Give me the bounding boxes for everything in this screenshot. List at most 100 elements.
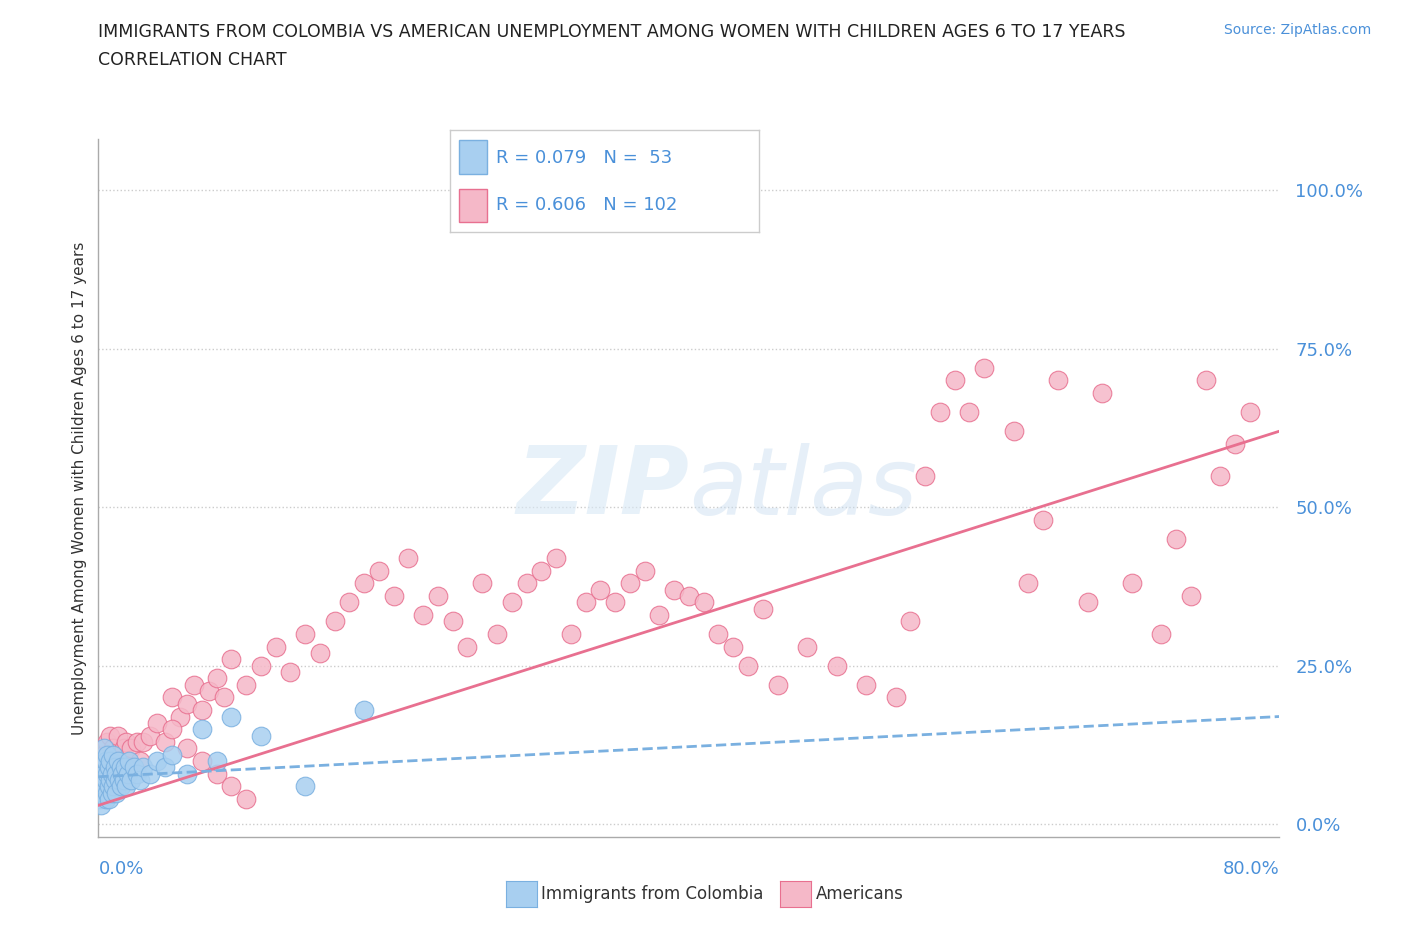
Point [1164, 532, 1187, 547]
Point [574, 595, 596, 610]
Point [191, 753, 214, 768]
Point [1209, 468, 1232, 483]
Point [1077, 595, 1099, 610]
Point [94, 773, 117, 788]
Point [146, 753, 169, 768]
Point [183, 677, 205, 692]
Point [114, 773, 136, 788]
Point [943, 373, 966, 388]
Point [1046, 373, 1069, 388]
Point [471, 576, 494, 591]
Point [412, 607, 434, 622]
Point [98, 773, 121, 788]
Point [103, 741, 125, 756]
Point [900, 614, 922, 629]
Point [122, 760, 145, 775]
Point [323, 614, 346, 629]
Point [198, 684, 221, 698]
Point [250, 728, 273, 743]
Point [111, 766, 134, 781]
Point [132, 760, 155, 775]
Point [605, 595, 627, 610]
Point [707, 627, 730, 642]
Point [751, 602, 773, 617]
Point [93, 778, 115, 793]
Point [235, 677, 257, 692]
Point [1091, 386, 1114, 401]
Point [633, 564, 655, 578]
Point [108, 773, 131, 788]
Point [1239, 405, 1261, 419]
Point [1223, 436, 1246, 451]
Point [723, 639, 745, 654]
Point [90, 773, 112, 788]
Point [294, 627, 316, 642]
Text: 80.0%: 80.0% [1223, 860, 1279, 878]
Point [94, 753, 117, 768]
Text: Source: ZipAtlas.com: Source: ZipAtlas.com [1223, 23, 1371, 37]
Point [111, 766, 134, 781]
Point [619, 576, 641, 591]
Point [560, 627, 582, 642]
Point [128, 773, 150, 788]
Point [117, 753, 139, 768]
Point [353, 576, 375, 591]
Point [104, 773, 127, 788]
Point [114, 760, 136, 775]
Point [132, 735, 155, 750]
Point [90, 798, 112, 813]
Text: IMMIGRANTS FROM COLOMBIA VS AMERICAN UNEMPLOYMENT AMONG WOMEN WITH CHILDREN AGES: IMMIGRANTS FROM COLOMBIA VS AMERICAN UNE… [98, 23, 1126, 41]
Point [115, 778, 138, 793]
Point [427, 589, 450, 604]
Point [97, 760, 120, 775]
Point [89, 791, 111, 806]
Point [110, 747, 132, 762]
Point [91, 760, 114, 775]
Point [294, 778, 316, 793]
Text: atlas: atlas [689, 443, 917, 534]
Point [125, 766, 148, 781]
Point [122, 760, 145, 775]
Point [766, 677, 789, 692]
Point [108, 760, 131, 775]
Point [212, 690, 235, 705]
Point [250, 658, 273, 673]
Point [693, 595, 716, 610]
Point [100, 766, 122, 781]
Point [94, 773, 117, 788]
Point [589, 582, 612, 597]
FancyBboxPatch shape [460, 140, 486, 174]
Point [235, 791, 257, 806]
Point [382, 589, 405, 604]
Point [516, 576, 538, 591]
Point [1195, 373, 1218, 388]
Point [94, 791, 117, 806]
Point [337, 595, 360, 610]
Point [100, 785, 122, 800]
Point [93, 766, 115, 781]
Point [1002, 424, 1025, 439]
Point [530, 564, 553, 578]
Point [97, 760, 120, 775]
Text: R = 0.606   N = 102: R = 0.606 N = 102 [496, 196, 678, 214]
Point [128, 753, 150, 768]
Point [112, 741, 135, 756]
Point [546, 551, 568, 565]
Point [648, 607, 671, 622]
Point [103, 747, 125, 762]
Point [103, 778, 125, 793]
Point [825, 658, 848, 673]
Point [176, 766, 198, 781]
Point [1180, 589, 1202, 604]
Point [107, 728, 129, 743]
Point [93, 741, 115, 756]
Point [456, 639, 478, 654]
Point [205, 753, 228, 768]
Point [973, 360, 995, 375]
Point [110, 760, 132, 775]
Point [162, 747, 183, 762]
Point [153, 735, 176, 750]
Text: Americans: Americans [815, 884, 903, 903]
Point [855, 677, 877, 692]
Point [93, 747, 115, 762]
